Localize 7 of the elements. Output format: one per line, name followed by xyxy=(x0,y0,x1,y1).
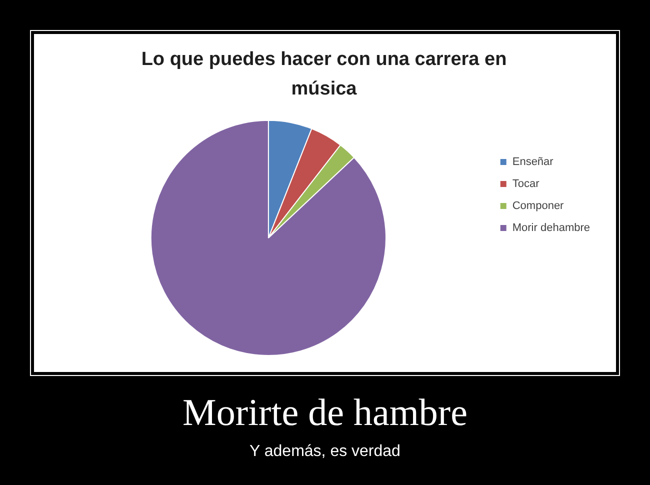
legend-label: Componer xyxy=(512,200,564,212)
legend-label: Morir dehambre xyxy=(512,222,590,234)
legend-label: Enseñar xyxy=(512,156,554,168)
legend-label: Tocar xyxy=(512,178,540,190)
text: Y además, es verdad xyxy=(250,443,400,460)
chart-title: Lo que puedes hacer con una carrera en música xyxy=(141,48,507,100)
text: Morirte de hambre xyxy=(182,392,468,434)
